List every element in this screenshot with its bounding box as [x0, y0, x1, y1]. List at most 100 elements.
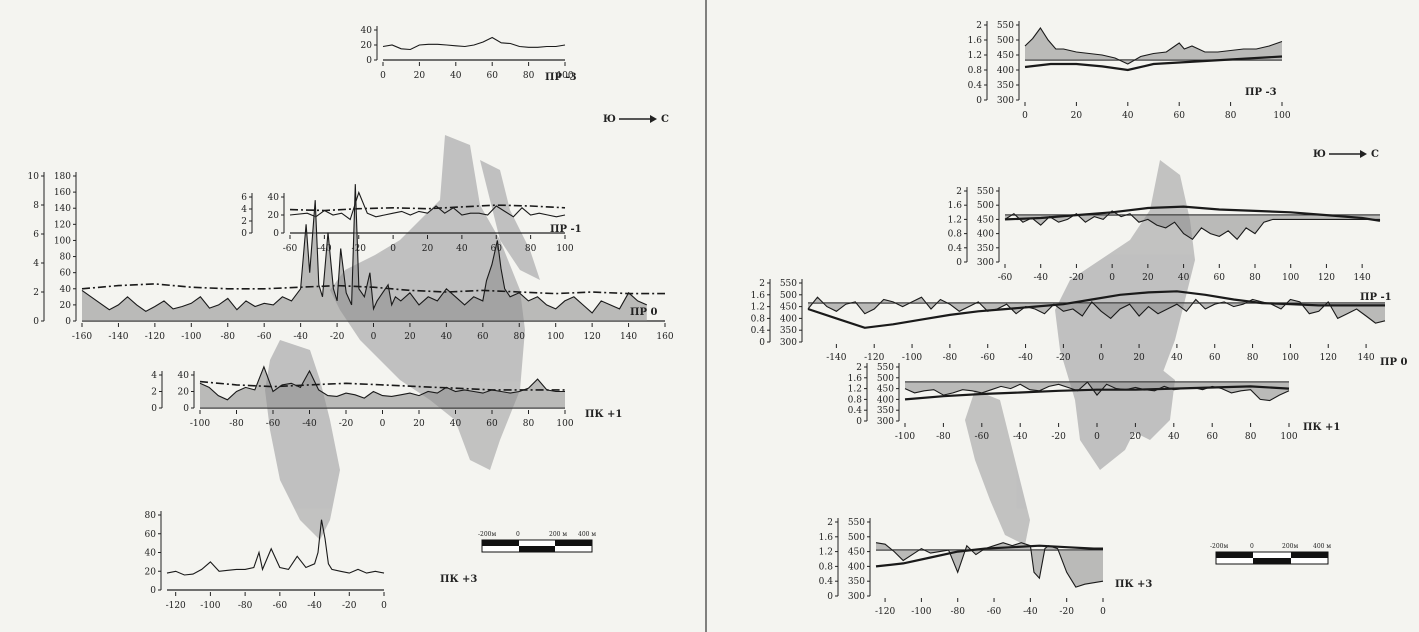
y-tick-label: 400 [977, 230, 994, 240]
x-tick-label: -40 [293, 332, 308, 342]
x-tick-label: 0 [371, 332, 377, 342]
y-tick-label: 350 [977, 244, 994, 254]
series-line-1 [382, 36, 566, 51]
chart-1: 0 20 40 60 80 100 0 20 40 ПР -3 [361, 26, 577, 83]
y-tick-label: 20 [178, 388, 190, 398]
y2-tick-label: 0 [151, 404, 157, 414]
y-tick-label: 400 [877, 395, 894, 405]
x-tick-label: -100 [895, 432, 915, 442]
x-tick-label: -80 [943, 353, 958, 363]
y2-tick-label: 2 [956, 187, 962, 197]
x-tick-label: -20 [342, 601, 357, 611]
y-tick-label: 120 [54, 220, 71, 230]
scale-label: 200 м [549, 531, 567, 538]
series-line-1 [904, 381, 1290, 402]
x-tick-label: -100 [911, 607, 931, 617]
y-tick-label: 450 [977, 215, 994, 225]
x-tick-label: 40 [450, 419, 462, 429]
direction-south-label-2: Ю [1313, 149, 1326, 160]
y2-tick-label: 0 [241, 229, 247, 239]
y-tick-label: 60 [60, 269, 72, 279]
y2-tick-label: 1.6 [848, 374, 863, 384]
x-tick-label: 140 [620, 332, 637, 342]
chart-5: -120 -100 -80 -60 -40 -20 0 0 20 40 60 80 ПК +3 [145, 511, 477, 611]
y-tick-label: 450 [848, 548, 865, 558]
y2-tick-label: 1.2 [751, 303, 765, 313]
y2-tick-label: 1.6 [819, 533, 834, 543]
y-tick-label: 60 [145, 530, 157, 540]
y2-tick-label: 0 [956, 258, 962, 268]
y2-tick-label: 0.8 [848, 395, 863, 405]
x-tick-label: 80 [1249, 273, 1261, 283]
x-tick-label: 0 [1022, 111, 1028, 121]
series-line-2 [807, 290, 1385, 329]
y-tick-label: 400 [997, 66, 1014, 76]
x-tick-label: -80 [229, 419, 244, 429]
y2-tick-label: 1.6 [948, 201, 963, 211]
y2-tick-label: 2 [33, 288, 39, 298]
chart-9: -100 -80 -60 -40 -20 0 20 40 60 80 100300350400450… [848, 363, 1340, 442]
x-tick-label: 60 [486, 419, 498, 429]
x-tick-label: 120 [1320, 353, 1337, 363]
y-tick-label: 20 [60, 301, 72, 311]
y-tick-label: 350 [848, 577, 865, 587]
y-tick-label: 500 [848, 533, 865, 543]
y2-tick-label: 1.2 [948, 215, 962, 225]
x-tick-label: -120 [145, 332, 165, 342]
x-tick-label: 100 [1273, 111, 1290, 121]
x-tick-label: -20 [1069, 273, 1084, 283]
x-tick-label: -60 [283, 244, 298, 254]
x-tick-label: 100 [556, 419, 573, 429]
y2-tick-label: 1.2 [819, 548, 833, 558]
y-tick-label: 400 [780, 314, 797, 324]
x-tick-label: -120 [864, 353, 884, 363]
y-tick-label: 80 [145, 511, 157, 521]
profile-label: ПР -3 [1245, 87, 1277, 98]
x-tick-label: 0 [1109, 273, 1115, 283]
x-tick-label: -20 [352, 244, 367, 254]
y-tick-label: 550 [780, 279, 797, 289]
profile-label: ПР -3 [545, 72, 577, 83]
x-tick-label: -20 [1051, 432, 1066, 442]
y2-tick-label: 2 [856, 363, 862, 373]
x-tick-label: -100 [181, 332, 201, 342]
x-tick-label: 40 [450, 71, 462, 81]
profile-label: ПК +1 [585, 409, 622, 420]
x-tick-label: 60 [477, 332, 489, 342]
scale-label: -200м [1210, 543, 1228, 550]
x-tick-label: -80 [238, 601, 253, 611]
x-tick-label: 80 [1245, 432, 1257, 442]
x-tick-label: -140 [826, 353, 846, 363]
x-tick-label: -80 [221, 332, 236, 342]
x-tick-label: 20 [413, 419, 425, 429]
x-tick-label: -100 [190, 419, 210, 429]
y2-tick-label: 4 [33, 259, 39, 269]
series-area-fill [808, 297, 1385, 324]
series-line-1 [875, 542, 1104, 588]
y2-tick-label: 2 [759, 279, 765, 289]
x-tick-label: -20 [330, 332, 345, 342]
y2-tick-label: 0.8 [819, 562, 834, 572]
x-tick-label: -20 [1059, 607, 1074, 617]
scale-label: -200м [478, 531, 496, 538]
x-tick-label: 40 [1168, 432, 1180, 442]
y-tick-label: 300 [977, 258, 994, 268]
x-tick-label: 160 [656, 332, 673, 342]
y-tick-label: 40 [268, 193, 280, 203]
x-tick-label: 0 [390, 244, 396, 254]
y2-tick-label: 0 [856, 417, 862, 427]
scale-label: 400 м [578, 531, 596, 538]
y-tick-label: 20 [145, 567, 157, 577]
y-tick-label: 40 [178, 371, 190, 381]
y2-tick-label: 2 [241, 217, 247, 227]
y2-tick-label: 1.6 [968, 36, 983, 46]
x-tick-label: -60 [257, 332, 272, 342]
chart-10: -120 -100 -80 -60 -40 -20 0 300 350 400 450 500 550 0… [819, 518, 1152, 617]
y2-tick-label: 1.6 [751, 291, 766, 301]
x-tick-label: 60 [486, 71, 498, 81]
y2-tick-label: 0 [976, 96, 982, 106]
y-tick-label: 0 [366, 56, 372, 66]
scale-bar-right: -200м 0 200м 400 м [1210, 543, 1331, 565]
x-tick-label: 40 [1122, 111, 1134, 121]
